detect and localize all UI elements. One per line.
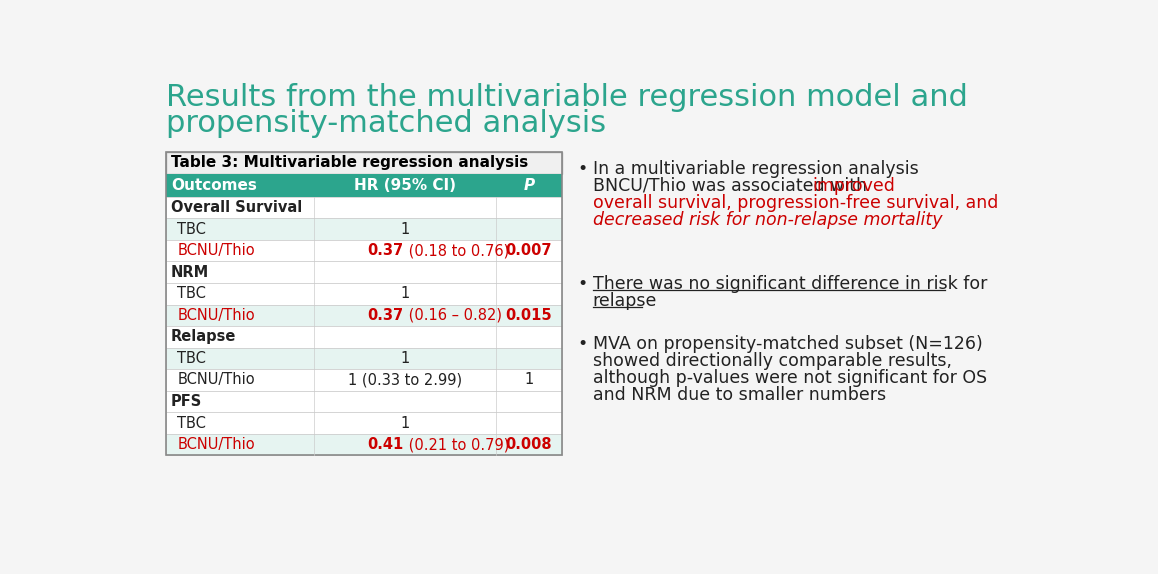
Text: Relapse: Relapse xyxy=(171,329,236,344)
Text: BCNU/Thio: BCNU/Thio xyxy=(177,308,255,323)
Text: (0.18 to 0.76): (0.18 to 0.76) xyxy=(404,243,510,258)
Text: BCNU/Thio: BCNU/Thio xyxy=(177,437,255,452)
Bar xyxy=(167,434,562,455)
Text: BCNU/Thio: BCNU/Thio xyxy=(177,373,255,387)
Text: 1: 1 xyxy=(525,373,534,387)
Bar xyxy=(167,304,562,326)
Bar xyxy=(167,326,562,348)
Text: propensity-matched analysis: propensity-matched analysis xyxy=(167,109,607,138)
Text: 0.007: 0.007 xyxy=(506,243,552,258)
Text: Table 3: Multivariable regression analysis: Table 3: Multivariable regression analys… xyxy=(171,156,528,170)
Text: P: P xyxy=(523,177,534,193)
Text: 1: 1 xyxy=(401,222,410,236)
Text: •: • xyxy=(577,160,587,178)
Text: In a multivariable regression analysis: In a multivariable regression analysis xyxy=(593,160,918,178)
Text: Results from the multivariable regression model and: Results from the multivariable regressio… xyxy=(167,83,968,112)
Bar xyxy=(167,197,562,218)
Text: 1: 1 xyxy=(401,351,410,366)
Bar xyxy=(167,261,562,283)
Text: (0.21 to 0.79): (0.21 to 0.79) xyxy=(404,437,510,452)
Bar xyxy=(167,152,562,173)
Text: although p-values were not significant for OS: although p-values were not significant f… xyxy=(593,369,987,387)
Bar xyxy=(167,412,562,434)
Bar xyxy=(167,348,562,369)
Text: TBC: TBC xyxy=(177,286,206,301)
Text: showed directionally comparable results,: showed directionally comparable results, xyxy=(593,352,952,370)
Text: 0.37: 0.37 xyxy=(367,243,403,258)
Text: TBC: TBC xyxy=(177,222,206,236)
Text: 1: 1 xyxy=(401,416,410,430)
Bar xyxy=(167,218,562,240)
Bar xyxy=(167,240,562,261)
Text: Overall Survival: Overall Survival xyxy=(171,200,302,215)
Text: PFS: PFS xyxy=(171,394,203,409)
Text: (0.16 – 0.82): (0.16 – 0.82) xyxy=(404,308,501,323)
Text: overall survival, progression-free survival, and: overall survival, progression-free survi… xyxy=(593,193,998,212)
Text: TBC: TBC xyxy=(177,351,206,366)
Text: and NRM due to smaller numbers: and NRM due to smaller numbers xyxy=(593,386,886,404)
Text: HR (95% CI): HR (95% CI) xyxy=(353,177,456,193)
Text: improved: improved xyxy=(813,177,895,195)
Bar xyxy=(167,391,562,412)
Text: •: • xyxy=(577,335,587,354)
Bar xyxy=(167,152,562,455)
Text: •: • xyxy=(577,276,587,293)
Bar xyxy=(167,369,562,391)
Text: 1 (0.33 to 2.99): 1 (0.33 to 2.99) xyxy=(347,373,462,387)
Text: MVA on propensity-matched subset (N=126): MVA on propensity-matched subset (N=126) xyxy=(593,335,982,354)
Text: NRM: NRM xyxy=(171,265,210,280)
Text: 1: 1 xyxy=(401,286,410,301)
Text: decreased risk for non-relapse mortality: decreased risk for non-relapse mortality xyxy=(593,211,943,228)
Text: BNCU/Thio was associated with: BNCU/Thio was associated with xyxy=(593,177,872,195)
Text: TBC: TBC xyxy=(177,416,206,430)
Text: There was no significant difference in risk for: There was no significant difference in r… xyxy=(593,276,987,293)
Text: relapse: relapse xyxy=(593,292,657,310)
Bar xyxy=(167,283,562,304)
Bar xyxy=(167,173,562,197)
Text: BCNU/Thio: BCNU/Thio xyxy=(177,243,255,258)
Text: 0.41: 0.41 xyxy=(367,437,403,452)
Text: 0.008: 0.008 xyxy=(505,437,552,452)
Text: Outcomes: Outcomes xyxy=(171,177,257,193)
Text: 0.37: 0.37 xyxy=(367,308,403,323)
Text: 0.015: 0.015 xyxy=(505,308,552,323)
